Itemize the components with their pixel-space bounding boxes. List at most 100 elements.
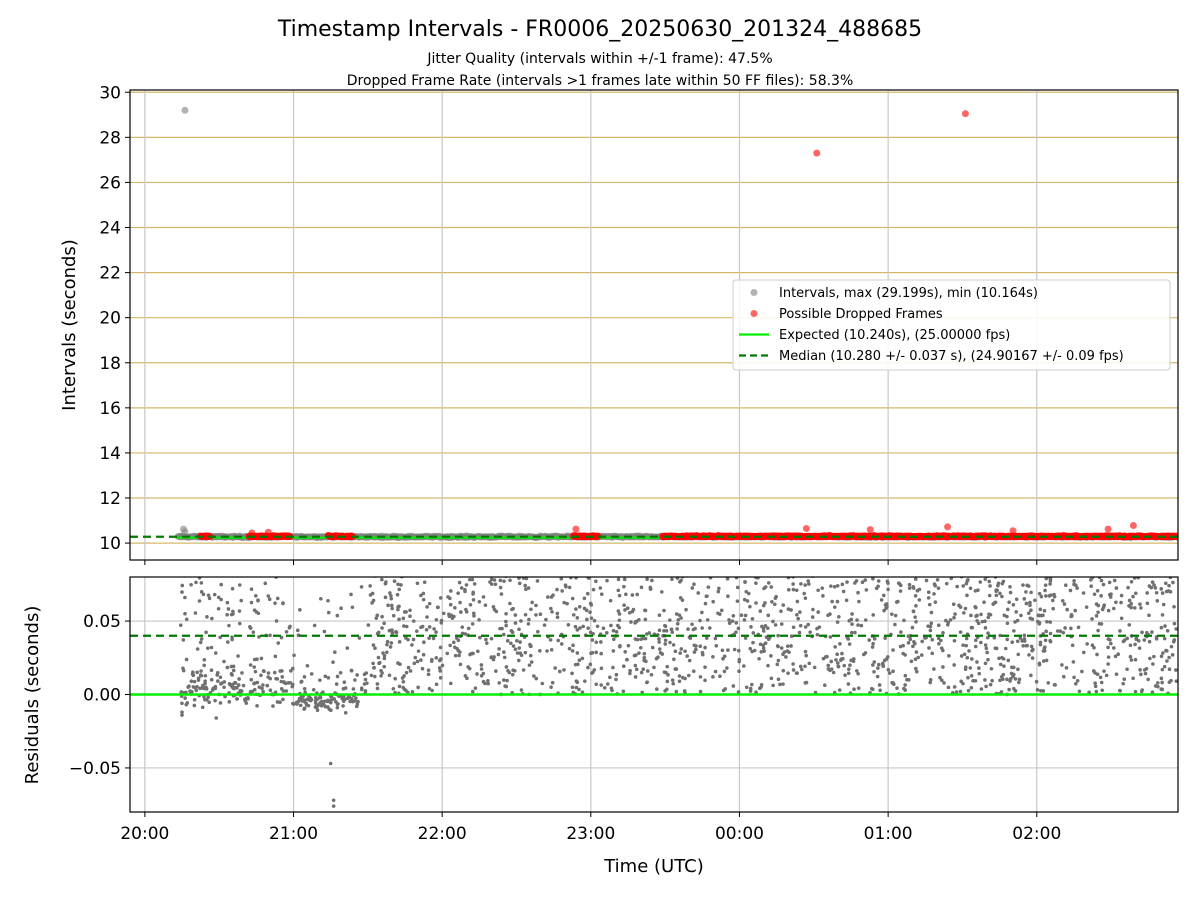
dropped-frame-point: [961, 110, 969, 118]
residual-point: [255, 657, 259, 661]
residual-point: [448, 681, 453, 686]
residual-point: [485, 641, 489, 645]
residual-point: [1068, 588, 1073, 593]
residual-point: [470, 622, 475, 626]
residual-point: [973, 638, 978, 643]
residual-point: [1012, 686, 1016, 691]
residual-point: [371, 661, 375, 666]
residual-point: [875, 674, 880, 679]
residual-point: [511, 644, 516, 648]
residual-point: [822, 683, 827, 688]
residual-point: [703, 665, 707, 669]
residual-point: [617, 618, 622, 623]
legend: Intervals, max (29.199s), min (10.164s) …: [732, 279, 1171, 371]
residual-point: [648, 587, 653, 591]
residual-point: [1028, 603, 1032, 608]
residual-point: [202, 694, 206, 699]
residual-point: [660, 590, 664, 594]
residual-point: [331, 798, 336, 803]
residual-point: [528, 653, 533, 658]
residual-point: [1164, 589, 1169, 594]
residual-point: [180, 713, 184, 717]
residual-point: [686, 673, 691, 678]
residual-point: [555, 615, 560, 619]
residual-point: [1155, 599, 1160, 603]
residual-point: [1119, 600, 1123, 605]
residual-point: [328, 700, 333, 705]
residual-point: [893, 622, 897, 627]
residual-point: [1099, 680, 1104, 685]
residual-point: [416, 685, 420, 690]
x-tick-label: 21:00: [269, 824, 318, 844]
residual-point: [670, 678, 675, 682]
residual-point: [320, 699, 324, 704]
residual-point: [567, 585, 572, 590]
residual-point: [765, 626, 770, 630]
residual-point: [823, 655, 828, 659]
residual-point: [772, 602, 777, 607]
residual-point: [876, 579, 881, 583]
residual-point: [1048, 577, 1053, 581]
residual-point: [758, 609, 763, 613]
residual-point: [391, 686, 396, 691]
residual-point: [816, 610, 820, 614]
residual-point: [657, 637, 661, 641]
residual-point: [611, 665, 615, 670]
residual-point: [1108, 595, 1113, 599]
residual-point: [850, 622, 854, 626]
residual-point: [962, 611, 966, 615]
residual-point: [528, 644, 533, 649]
residual-point: [230, 637, 234, 642]
residual-point: [681, 675, 685, 680]
residual-point: [665, 679, 670, 684]
residual-point: [705, 594, 709, 598]
residual-point: [1085, 642, 1089, 646]
residual-point: [559, 577, 564, 581]
residual-point: [252, 665, 256, 669]
residual-point: [326, 610, 331, 615]
residual-point: [215, 673, 219, 677]
residual-point: [698, 618, 702, 623]
residual-point: [903, 673, 908, 678]
residual-point: [460, 631, 465, 636]
residual-point: [491, 605, 496, 609]
residual-point: [573, 624, 578, 629]
residual-point: [466, 665, 470, 669]
residual-point: [997, 656, 1001, 661]
residual-point: [230, 682, 235, 687]
residual-point: [1159, 654, 1164, 659]
residual-point: [590, 671, 594, 675]
residual-point: [470, 577, 475, 582]
dropped-frame-point: [1129, 522, 1137, 530]
residual-point: [1112, 646, 1116, 650]
intervals-panel: 10 12 14 16 18 20 22 24 26 28 30 Intervals (second…: [59, 83, 1179, 565]
residual-point: [965, 656, 970, 660]
residual-point: [871, 641, 875, 646]
intervals-axes-frame: [129, 89, 1179, 561]
residual-point: [186, 685, 190, 689]
residual-point: [402, 687, 407, 692]
residual-point: [690, 586, 695, 590]
residual-point: [237, 677, 241, 681]
residual-point: [989, 666, 994, 671]
residual-point: [192, 703, 197, 708]
residual-point: [1136, 577, 1141, 580]
residual-point: [1163, 581, 1168, 586]
residual-point: [312, 623, 317, 628]
residual-point: [1005, 607, 1010, 612]
residual-point: [389, 593, 393, 598]
residual-point: [1139, 672, 1143, 677]
residual-point: [794, 588, 799, 593]
residual-point: [1140, 688, 1145, 692]
residual-point: [1044, 629, 1048, 634]
residual-point: [616, 609, 621, 613]
residual-point: [844, 598, 849, 603]
residuals-y-ticks: −0.05 0.00 0.05: [69, 612, 130, 779]
residual-point: [946, 685, 951, 690]
residual-point: [958, 630, 963, 634]
residual-point: [982, 600, 986, 605]
residual-point: [642, 651, 647, 656]
residual-point: [586, 577, 591, 580]
residual-point: [952, 615, 956, 620]
residual-point: [1113, 654, 1118, 659]
